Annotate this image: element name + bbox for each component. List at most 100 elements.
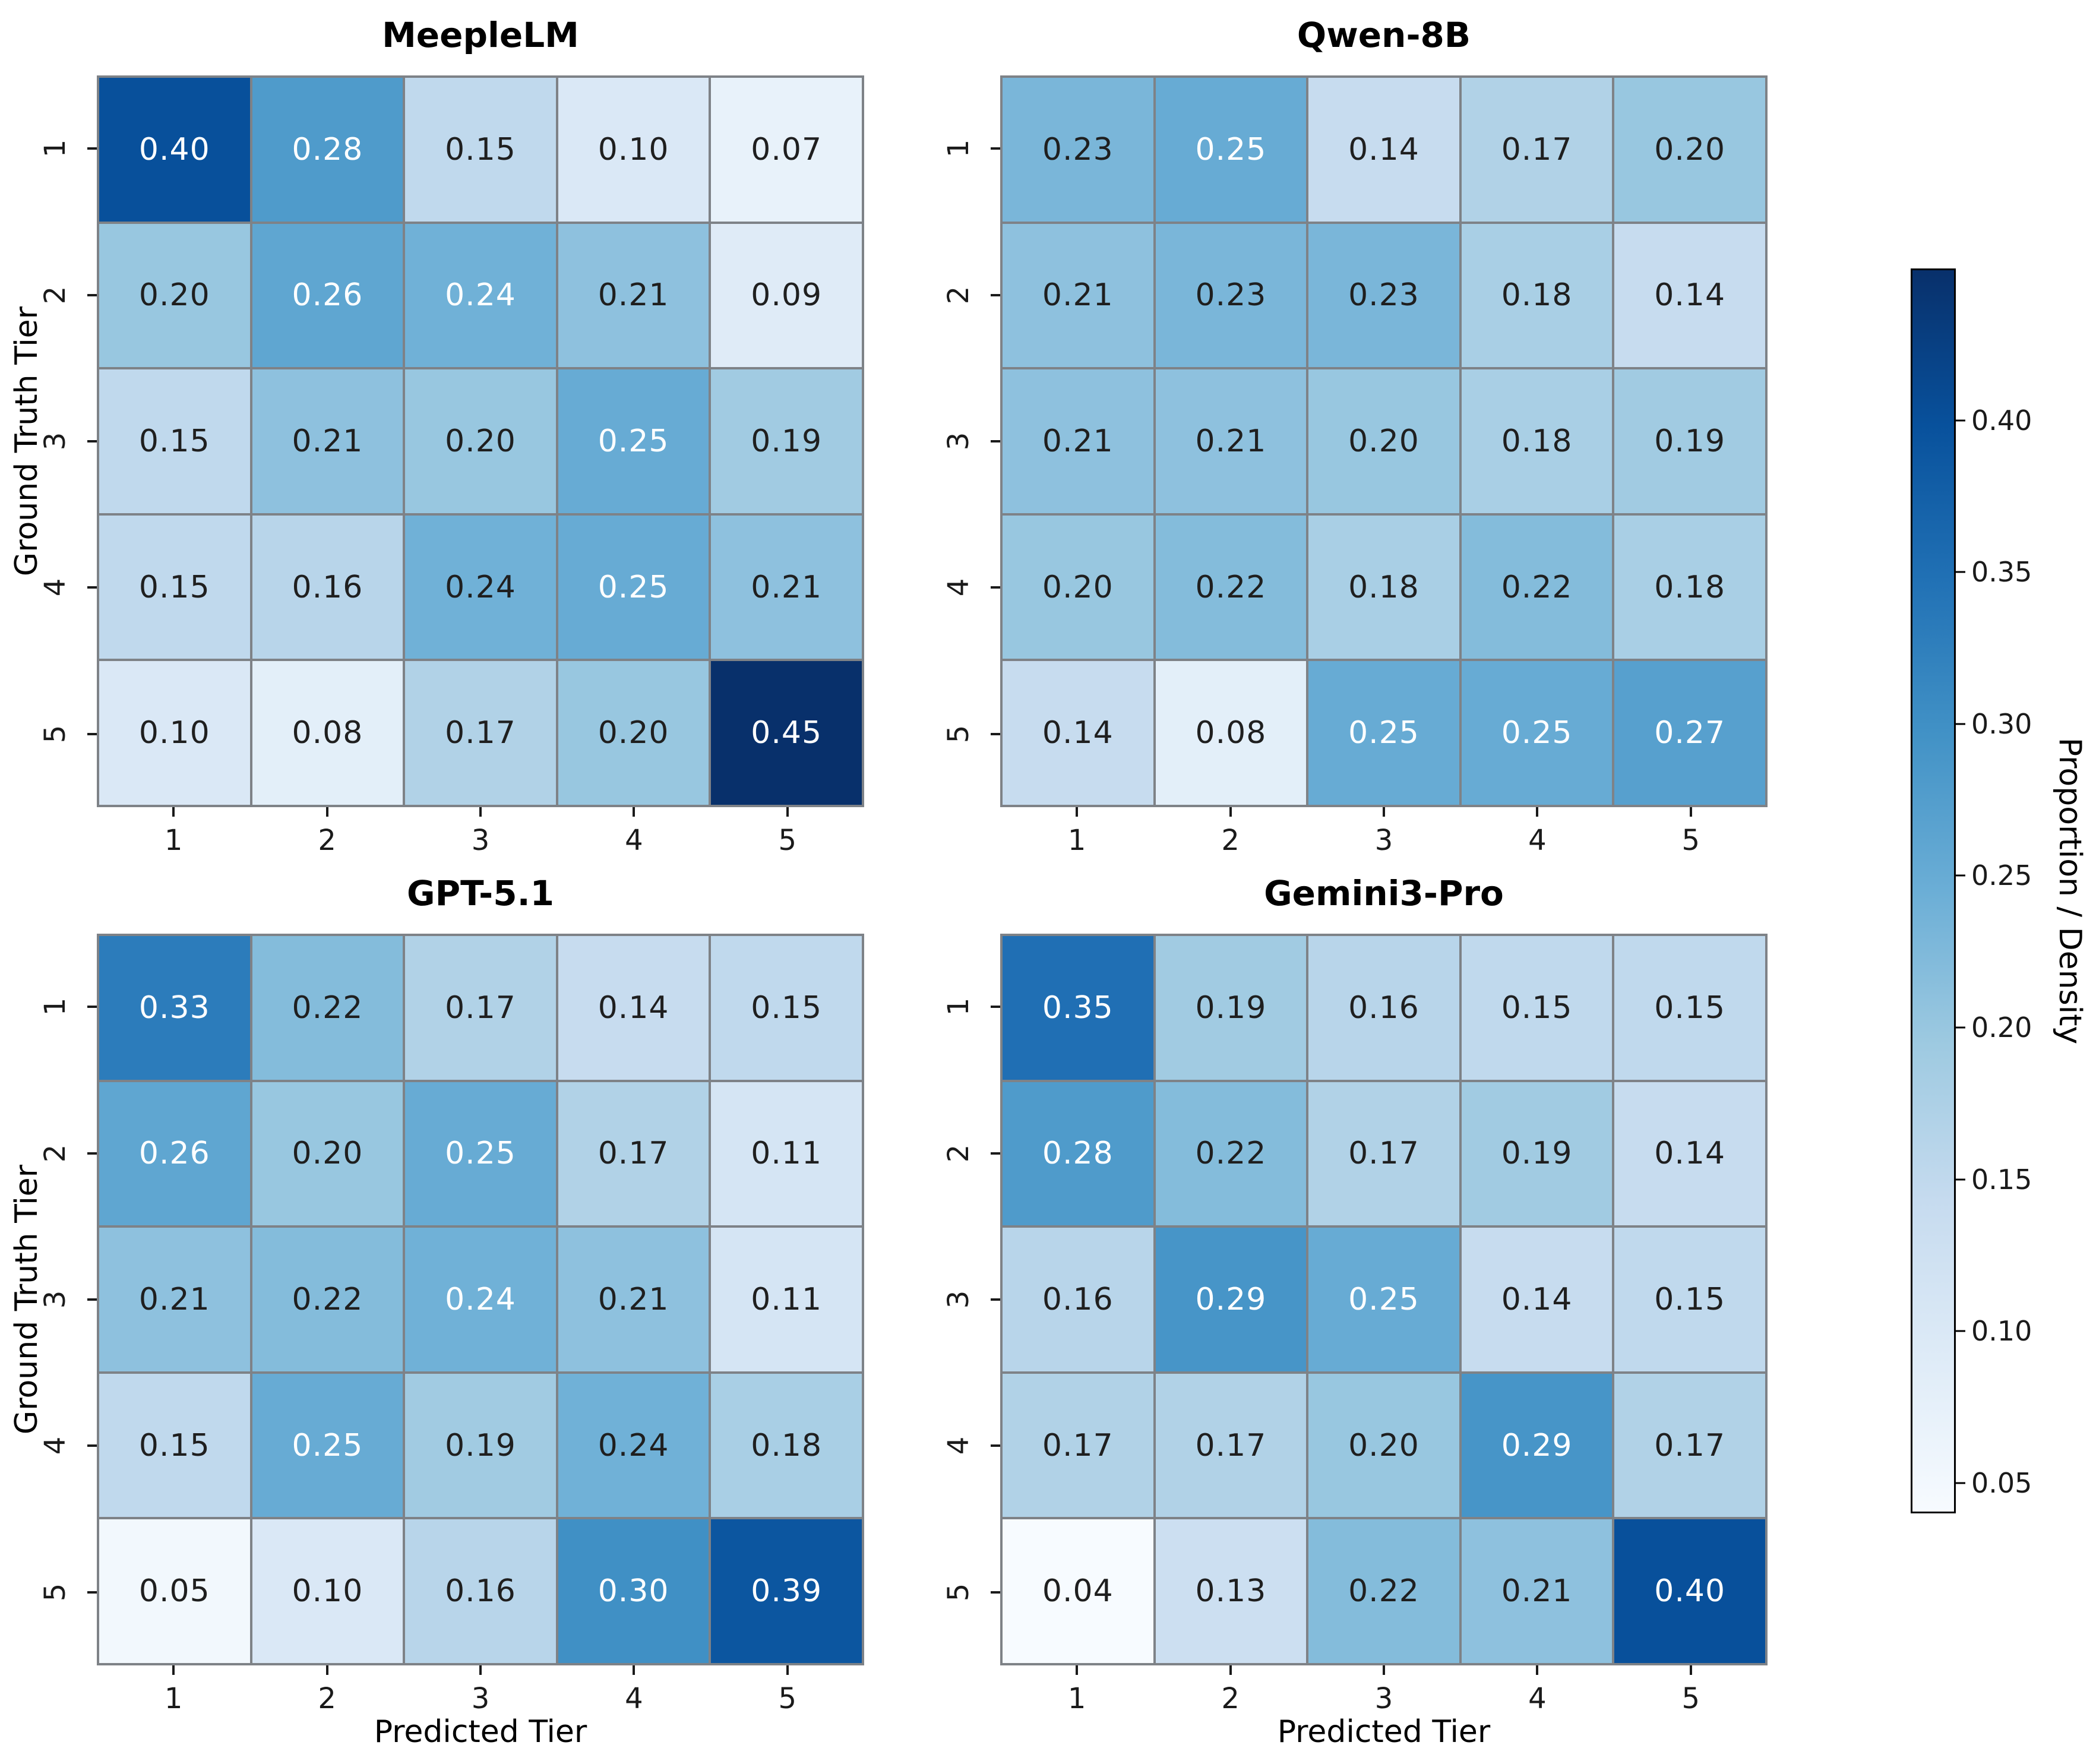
cell-value: 0.10 bbox=[138, 715, 210, 751]
x-tick-label: 5 bbox=[778, 824, 797, 857]
cell-value: 0.16 bbox=[292, 569, 363, 605]
heatmap-cell: 0.20 bbox=[1614, 78, 1765, 222]
cell-value: 0.20 bbox=[597, 715, 669, 751]
heatmap-cell: 0.25 bbox=[405, 1082, 556, 1226]
colorbar-tick-label: 0.40 bbox=[1971, 404, 2032, 437]
x-tick-mark bbox=[1383, 807, 1385, 817]
y-tick-mark bbox=[87, 1006, 97, 1009]
heatmap-cell: 0.17 bbox=[558, 1082, 709, 1226]
heatmap-cell: 0.26 bbox=[99, 1082, 250, 1226]
x-tick-mark bbox=[172, 1665, 175, 1675]
heatmap-cell: 0.28 bbox=[1003, 1082, 1153, 1226]
cell-value: 0.25 bbox=[1501, 715, 1573, 751]
cell-value: 0.16 bbox=[1042, 1281, 1114, 1317]
heatmap-cell: 0.25 bbox=[252, 1373, 403, 1518]
x-tick-label: 3 bbox=[471, 824, 490, 857]
cell-value: 0.18 bbox=[1348, 569, 1419, 605]
cell-value: 0.21 bbox=[292, 423, 363, 459]
cell-value: 0.25 bbox=[597, 423, 669, 459]
cell-value: 0.21 bbox=[1501, 1573, 1573, 1610]
cell-value: 0.26 bbox=[138, 1136, 210, 1172]
y-tick-label: 2 bbox=[39, 1144, 72, 1162]
cell-value: 0.21 bbox=[1042, 277, 1114, 314]
cell-value: 0.21 bbox=[597, 277, 669, 314]
cell-value: 0.15 bbox=[1654, 990, 1726, 1026]
cell-value: 0.21 bbox=[138, 1281, 210, 1317]
heatmap-cell: 0.10 bbox=[252, 1519, 403, 1663]
cell-value: 0.17 bbox=[597, 1136, 669, 1172]
colorbar-tick-mark bbox=[1956, 723, 1965, 725]
x-tick-mark bbox=[1689, 1665, 1692, 1675]
heatmap-cell: 0.14 bbox=[1614, 1082, 1765, 1226]
heatmap-cell: 0.04 bbox=[1003, 1519, 1153, 1663]
heatmap-cell: 0.14 bbox=[1308, 78, 1459, 222]
colorbar-tick-label: 0.10 bbox=[1971, 1315, 2032, 1348]
cell-value: 0.17 bbox=[1654, 1427, 1726, 1463]
cell-value: 0.29 bbox=[1195, 1281, 1267, 1317]
x-tick-label: 1 bbox=[1067, 824, 1086, 857]
y-tick-mark bbox=[87, 586, 97, 589]
cell-value: 0.17 bbox=[1195, 1427, 1267, 1463]
heatmap-cell: 0.19 bbox=[405, 1373, 556, 1518]
colorbar-tick-label: 0.20 bbox=[1971, 1011, 2032, 1044]
y-tick-mark bbox=[991, 1444, 1000, 1447]
y-tick-label: 1 bbox=[942, 139, 975, 158]
cell-value: 0.15 bbox=[138, 423, 210, 459]
subplot-title: Gemini3-Pro bbox=[1264, 873, 1504, 913]
colorbar-tick-mark bbox=[1956, 1482, 1965, 1484]
cell-value: 0.13 bbox=[1195, 1573, 1267, 1610]
cell-value: 0.25 bbox=[597, 569, 669, 605]
heatmap-cell: 0.17 bbox=[1308, 1082, 1459, 1226]
heatmap-cell: 0.15 bbox=[1614, 1228, 1765, 1371]
x-tick-label: 4 bbox=[1528, 824, 1547, 857]
cell-value: 0.26 bbox=[292, 277, 363, 314]
heatmap-cell: 0.16 bbox=[1308, 936, 1459, 1080]
y-tick-mark bbox=[991, 293, 1000, 296]
cell-value: 0.11 bbox=[751, 1281, 823, 1317]
heatmap-cell: 0.39 bbox=[711, 1519, 862, 1663]
colorbar-gradient bbox=[1911, 268, 1956, 1513]
cell-value: 0.20 bbox=[1654, 131, 1726, 167]
cell-value: 0.25 bbox=[445, 1136, 516, 1172]
cell-value: 0.24 bbox=[597, 1427, 669, 1463]
heatmap-cell: 0.20 bbox=[99, 223, 250, 368]
y-tick-mark bbox=[87, 1444, 97, 1447]
heatmap-cell: 0.25 bbox=[558, 369, 709, 513]
cell-value: 0.10 bbox=[597, 131, 669, 167]
y-tick-mark bbox=[87, 1152, 97, 1155]
x-tick-mark bbox=[1536, 1665, 1539, 1675]
y-tick-label: 4 bbox=[942, 1437, 975, 1455]
cell-value: 0.22 bbox=[1501, 569, 1573, 605]
cell-value: 0.40 bbox=[138, 131, 210, 167]
heatmap-cell: 0.15 bbox=[711, 936, 862, 1080]
heatmap-cell: 0.21 bbox=[1461, 1519, 1613, 1663]
heatmap-cell: 0.20 bbox=[1003, 515, 1153, 659]
y-tick-label: 3 bbox=[39, 1290, 72, 1309]
heatmap-cell: 0.23 bbox=[1003, 78, 1153, 222]
cell-value: 0.25 bbox=[1348, 715, 1419, 751]
heatmap-cell: 0.15 bbox=[1461, 936, 1613, 1080]
heatmap-cell: 0.22 bbox=[252, 936, 403, 1080]
heatmap-cell: 0.17 bbox=[1155, 1373, 1307, 1518]
heatmap-cell: 0.14 bbox=[1461, 1228, 1613, 1371]
y-tick-label: 2 bbox=[39, 286, 72, 304]
x-tick-label: 3 bbox=[1374, 824, 1393, 857]
cell-value: 0.33 bbox=[138, 990, 210, 1026]
x-tick-mark bbox=[1383, 1665, 1385, 1675]
cell-value: 0.21 bbox=[1195, 423, 1267, 459]
x-tick-label: 5 bbox=[778, 1682, 797, 1715]
heatmap-axes: 0.23 0.25 0.14 0.17 0.20 0.21 0.23 0.23 0.18 0.14… bbox=[1000, 75, 1768, 807]
cell-value: 0.28 bbox=[292, 131, 363, 167]
heatmap-cell: 0.19 bbox=[1461, 1082, 1613, 1226]
heatmap-cell: 0.17 bbox=[1003, 1373, 1153, 1518]
x-tick-label: 1 bbox=[1067, 1682, 1086, 1715]
cell-value: 0.22 bbox=[1348, 1573, 1419, 1610]
heatmap-cell: 0.18 bbox=[1461, 369, 1613, 513]
y-tick-mark bbox=[991, 1006, 1000, 1009]
heatmap-cell: 0.24 bbox=[405, 515, 556, 659]
cell-value: 0.20 bbox=[138, 277, 210, 314]
heatmap-cell: 0.21 bbox=[252, 369, 403, 513]
heatmap-cell: 0.35 bbox=[1003, 936, 1153, 1080]
y-tick-label: 5 bbox=[39, 725, 72, 744]
heatmap-cell: 0.22 bbox=[1461, 515, 1613, 659]
